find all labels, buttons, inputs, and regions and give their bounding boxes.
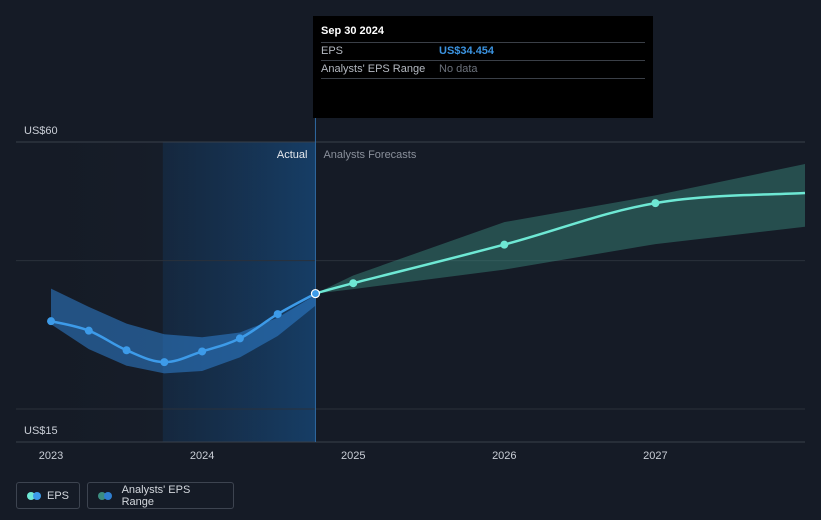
legend-range-label: Analysts' EPS Range	[121, 483, 191, 508]
eps-point	[500, 240, 509, 249]
actual-year-shade	[162, 142, 316, 442]
y-tick-label: US$60	[24, 125, 58, 137]
tooltip-row-eps: EPS US$34.454	[321, 42, 645, 60]
tooltip-range-label: Analysts' EPS Range	[321, 63, 426, 75]
x-tick-label: 2026	[492, 450, 516, 462]
tooltip-range-value: No data	[439, 63, 478, 75]
eps-point	[235, 334, 244, 343]
eps-point	[310, 288, 321, 299]
eps-point	[47, 317, 56, 326]
eps-legend-icon	[27, 491, 41, 501]
eps-point	[160, 358, 169, 367]
x-tick-label: 2027	[643, 450, 667, 462]
y-tick-label: US$15	[24, 425, 58, 437]
legend-eps-button[interactable]: EPS	[16, 482, 80, 509]
eps-point	[198, 347, 207, 356]
tooltip-eps-value: US$34.454	[439, 45, 495, 57]
x-tick-label: 2025	[341, 450, 365, 462]
eps-range-band-0	[51, 288, 316, 374]
range-legend-icon	[98, 491, 114, 501]
forecast-label: Analysts Forecasts	[323, 149, 416, 161]
tooltip-eps-label: EPS	[321, 45, 344, 57]
eps-tooltip: Sep 30 2024 EPS US$34.454 Analysts' EPS …	[313, 16, 653, 118]
tooltip-date: Sep 30 2024	[321, 25, 384, 37]
actual-label: Actual	[277, 149, 308, 161]
legend-range-button[interactable]: Analysts' EPS Range	[87, 482, 234, 509]
eps-point	[651, 199, 660, 208]
x-tick-label: 2023	[39, 450, 63, 462]
eps-point	[273, 310, 282, 319]
x-tick-label: 2024	[190, 450, 214, 462]
legend-eps-label: EPS	[46, 489, 69, 502]
tooltip-row-range: Analysts' EPS Range No data	[321, 60, 645, 79]
eps-point	[84, 326, 93, 335]
eps-point	[349, 279, 358, 288]
eps-point	[122, 346, 131, 355]
